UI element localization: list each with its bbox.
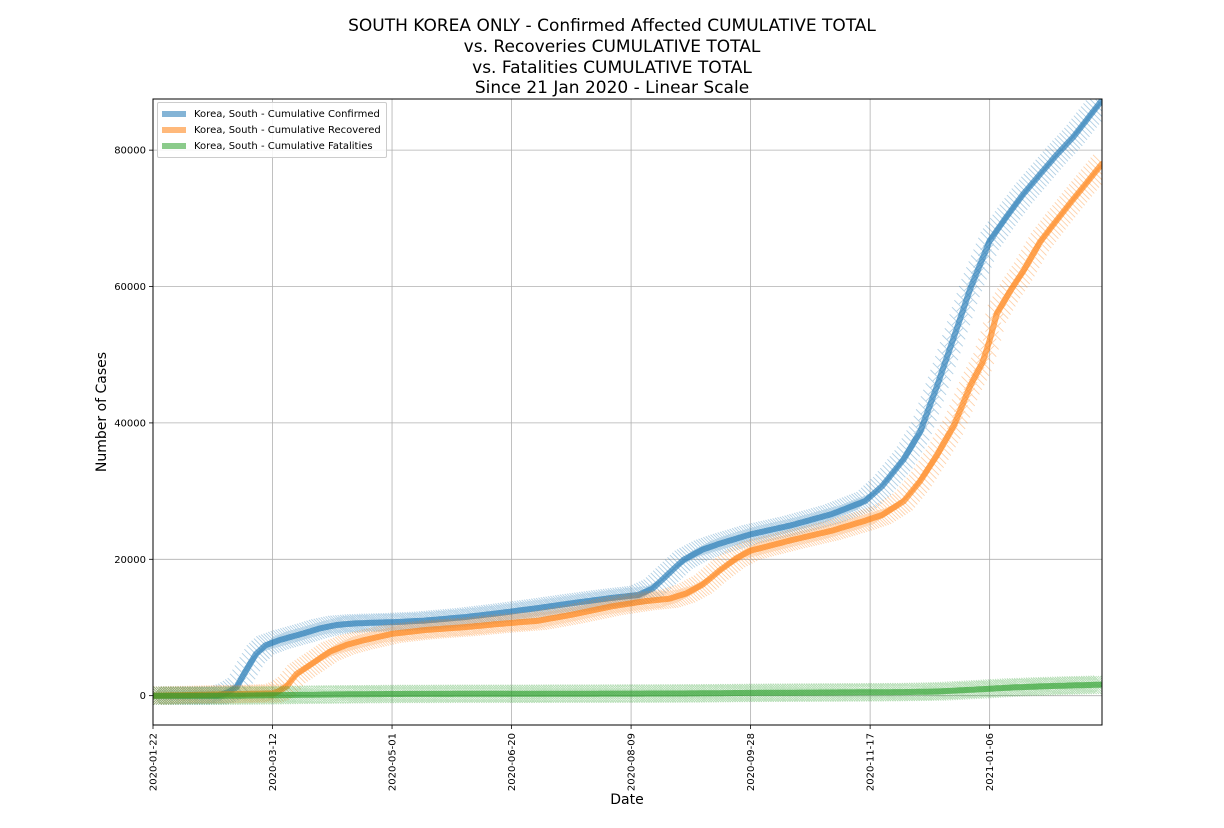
chart-title-line-3: vs. Fatalities CUMULATIVE TOTAL	[472, 58, 752, 78]
series-fatalities	[153, 675, 1102, 705]
y-tick-label: 20000	[114, 555, 146, 566]
chart-title-line-1: SOUTH KOREA ONLY - Confirmed Affected CU…	[348, 16, 876, 36]
y-tick-label: 40000	[114, 418, 146, 429]
chart-legend: Korea, South - Cumulative Confirmed Kore…	[157, 102, 387, 158]
legend-label-recovered: Korea, South - Cumulative Recovered	[194, 124, 381, 136]
y-axis-label: Number of Cases	[94, 351, 110, 473]
series-line-confirmed	[153, 99, 1102, 699]
x-tick-label: 2020-03-12	[268, 733, 279, 791]
chart-title-line-4: Since 21 Jan 2020 - Linear Scale	[474, 78, 750, 98]
x-tick-label: 2020-11-17	[866, 733, 877, 791]
y-tick-label: 80000	[114, 146, 146, 157]
plot-area	[153, 99, 1102, 705]
x-tick-label: 2020-08-09	[627, 733, 638, 791]
legend-item-recovered: Korea, South - Cumulative Recovered	[162, 122, 381, 138]
x-tick-label: 2020-06-20	[507, 733, 518, 791]
series-recovered	[153, 154, 1102, 705]
y-tick-label: 60000	[114, 282, 146, 293]
x-tick-label: 2020-01-22	[149, 733, 160, 791]
legend-item-fatalities: Korea, South - Cumulative Fatalities	[162, 138, 381, 154]
series-markers-recovered	[153, 154, 1102, 705]
x-tick-label: 2021-01-06	[985, 733, 996, 791]
x-tick-label: 2020-09-28	[746, 733, 757, 791]
legend-swatch-confirmed	[162, 111, 186, 117]
legend-swatch-fatalities	[162, 143, 186, 149]
legend-item-confirmed: Korea, South - Cumulative Confirmed	[162, 106, 381, 122]
x-axis-label: Date	[610, 792, 644, 808]
series-confirmed	[153, 99, 1102, 705]
legend-label-confirmed: Korea, South - Cumulative Confirmed	[194, 108, 380, 120]
series-line-fatalities	[153, 681, 1102, 699]
legend-swatch-recovered	[162, 127, 186, 133]
legend-label-fatalities: Korea, South - Cumulative Fatalities	[194, 140, 373, 152]
plot-frame	[152, 98, 1103, 726]
x-tick-label: 2020-05-01	[388, 733, 399, 791]
chart-title-line-2: vs. Recoveries CUMULATIVE TOTAL	[463, 37, 761, 57]
y-tick-label: 0	[140, 691, 146, 702]
series-line-recovered	[153, 160, 1102, 699]
